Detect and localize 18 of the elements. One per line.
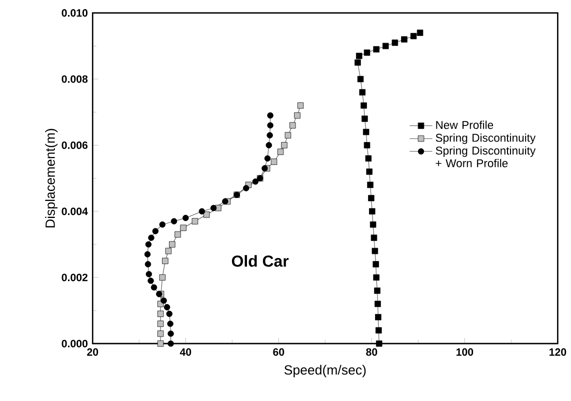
x-axis-title: Speed(m/sec)	[284, 364, 366, 378]
y-tick-label: 0.006	[62, 141, 88, 149]
annotation: Old Car	[232, 254, 289, 267]
y-axis-title: Displacement(m)	[45, 128, 58, 228]
legend-label: Spring Discontinuity + Worn Profile	[436, 146, 536, 168]
x-tick-label: 40	[180, 348, 192, 356]
y-tick-label: 0.000	[62, 340, 88, 348]
y-tick-label: 0.010	[62, 9, 88, 17]
x-tick-label: 20	[87, 348, 98, 356]
legend-label: Spring Discontinuity	[436, 133, 536, 144]
x-tick-label: 120	[550, 348, 566, 356]
x-tick-label: 100	[456, 348, 474, 356]
y-tick-label: 0.002	[62, 274, 88, 282]
y-tick-label: 0.008	[62, 75, 88, 83]
x-tick-label: 60	[273, 348, 284, 356]
legend-label: New Profile	[436, 120, 494, 129]
y-tick-label: 0.004	[62, 207, 88, 215]
x-tick-label: 80	[366, 348, 378, 356]
